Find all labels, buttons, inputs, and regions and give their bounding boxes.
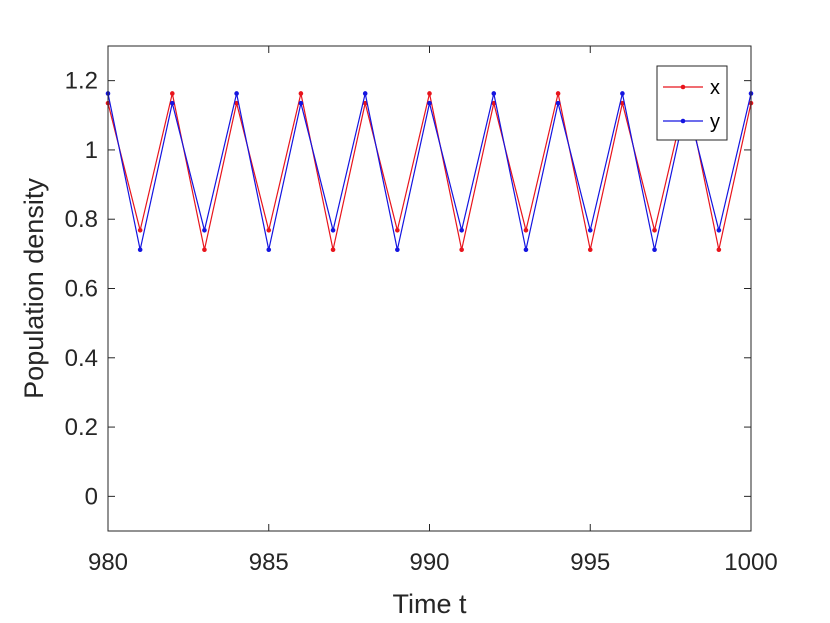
data-point-y bbox=[491, 91, 497, 96]
series-x bbox=[105, 91, 754, 252]
data-point-y bbox=[620, 91, 625, 96]
y-tick-label: 0.8 bbox=[65, 206, 98, 233]
y-axis-label: Population density bbox=[19, 178, 49, 399]
x-tick-label: 990 bbox=[409, 549, 449, 576]
data-point-x bbox=[298, 91, 304, 96]
y-tick-label: 1 bbox=[85, 137, 98, 164]
data-point-y bbox=[137, 247, 143, 252]
data-point-x bbox=[427, 91, 432, 96]
ticks-layer: 980 985 990 995 1000 0 0.2 0.4 0.6 0.8 1 1.2 bbox=[65, 46, 778, 576]
data-point-y bbox=[362, 91, 368, 96]
y-tick-label: 1.2 bbox=[65, 68, 98, 95]
data-point-x bbox=[170, 91, 175, 96]
y-tick-label: 0 bbox=[85, 483, 98, 510]
data-point-y bbox=[652, 247, 657, 252]
data-point-y bbox=[330, 228, 336, 233]
legend-label: y bbox=[710, 111, 720, 133]
x-axis-label: Time t bbox=[393, 589, 467, 619]
data-point-y bbox=[523, 247, 529, 252]
x-tick-label: 995 bbox=[570, 549, 610, 576]
x-tick-label: 1000 bbox=[724, 549, 777, 576]
data-point-x bbox=[202, 247, 207, 252]
data-point-x bbox=[395, 228, 400, 233]
y-tick-label: 0.4 bbox=[65, 345, 98, 372]
data-point-x bbox=[137, 228, 143, 233]
legend-items: xy bbox=[663, 77, 720, 133]
data-point-y bbox=[170, 100, 175, 106]
data-point-y bbox=[234, 91, 239, 96]
x-tick-label: 985 bbox=[249, 549, 289, 576]
data-point-y bbox=[298, 100, 304, 106]
legend: xy bbox=[656, 65, 728, 141]
data-point-y bbox=[459, 228, 464, 233]
legend-item-x: x bbox=[663, 77, 720, 99]
data-point-y bbox=[555, 100, 561, 106]
y-tick-label: 0.2 bbox=[65, 414, 98, 441]
data-point-y bbox=[716, 228, 722, 233]
legend-swatch-marker bbox=[680, 84, 686, 90]
plot-area bbox=[108, 46, 751, 531]
data-point-y bbox=[587, 228, 593, 233]
legend-label: x bbox=[710, 77, 720, 99]
data-point-x bbox=[330, 247, 336, 252]
legend-box bbox=[656, 65, 728, 141]
data-point-y bbox=[202, 228, 207, 233]
data-point-y bbox=[427, 100, 432, 106]
data-point-x bbox=[652, 228, 657, 233]
data-point-x bbox=[716, 247, 722, 252]
legend-item-y: y bbox=[663, 111, 720, 133]
data-point-y bbox=[266, 247, 272, 252]
data-point-x bbox=[587, 247, 593, 252]
data-point-x bbox=[266, 228, 272, 233]
series-layer bbox=[105, 91, 754, 252]
data-point-x bbox=[555, 91, 561, 96]
data-point-y bbox=[395, 247, 400, 252]
x-tick-label: 980 bbox=[88, 549, 128, 576]
data-point-x bbox=[523, 228, 529, 233]
legend-swatch-marker bbox=[680, 118, 686, 124]
data-point-x bbox=[459, 247, 464, 252]
y-tick-label: 0.6 bbox=[65, 276, 98, 303]
